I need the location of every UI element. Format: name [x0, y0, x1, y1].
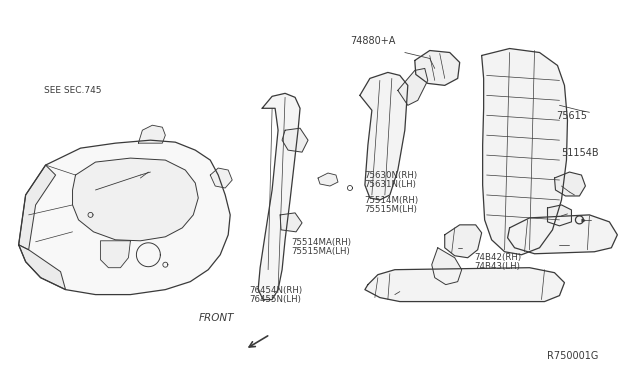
- Polygon shape: [19, 140, 230, 295]
- Polygon shape: [547, 205, 572, 226]
- Polygon shape: [554, 172, 586, 196]
- Polygon shape: [210, 168, 232, 188]
- Text: SEE SEC.745: SEE SEC.745: [44, 86, 102, 95]
- Text: 75631N(LH): 75631N(LH): [365, 180, 417, 189]
- Polygon shape: [445, 225, 482, 258]
- Text: 74880+A: 74880+A: [351, 36, 396, 46]
- Polygon shape: [19, 165, 56, 250]
- Polygon shape: [432, 248, 461, 285]
- Polygon shape: [360, 73, 408, 200]
- Text: 51154B: 51154B: [561, 148, 599, 158]
- Text: 74B42(RH): 74B42(RH): [474, 253, 522, 262]
- Polygon shape: [72, 158, 198, 241]
- Text: 75630N(RH): 75630N(RH): [365, 171, 418, 180]
- Text: 74B43(LH): 74B43(LH): [474, 262, 520, 271]
- Polygon shape: [415, 51, 460, 86]
- Text: 76454N(RH): 76454N(RH): [250, 286, 303, 295]
- Polygon shape: [280, 213, 302, 232]
- Text: FRONT: FRONT: [198, 312, 234, 323]
- Text: R750001G: R750001G: [547, 351, 599, 361]
- Text: 75615: 75615: [556, 110, 588, 121]
- Polygon shape: [100, 241, 131, 268]
- Text: 75515M(LH): 75515M(LH): [365, 205, 417, 214]
- Text: 75515MA(LH): 75515MA(LH): [291, 247, 350, 256]
- Polygon shape: [19, 245, 65, 290]
- Polygon shape: [258, 93, 300, 299]
- Text: 75514MA(RH): 75514MA(RH): [291, 238, 351, 247]
- Polygon shape: [138, 125, 165, 143]
- Text: 75514M(RH): 75514M(RH): [365, 196, 419, 205]
- Text: 76455N(LH): 76455N(LH): [250, 295, 301, 304]
- Polygon shape: [508, 215, 618, 254]
- Polygon shape: [365, 268, 564, 302]
- Polygon shape: [282, 128, 308, 152]
- Polygon shape: [482, 48, 568, 255]
- Polygon shape: [318, 173, 338, 186]
- Polygon shape: [398, 68, 428, 105]
